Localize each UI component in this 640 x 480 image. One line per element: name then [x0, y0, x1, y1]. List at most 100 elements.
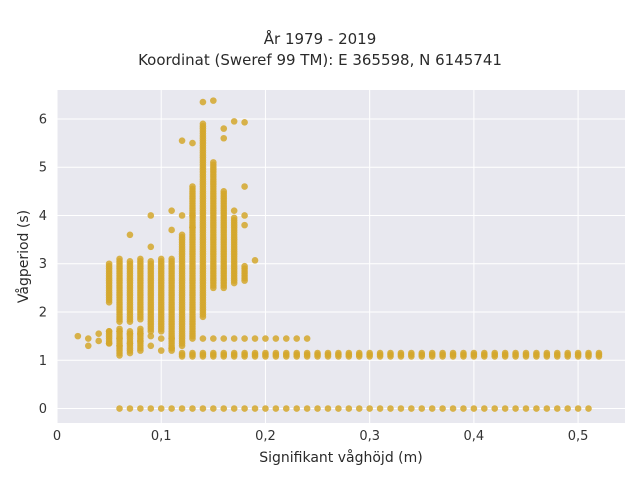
data-point: [178, 349, 186, 357]
data-point: [408, 405, 415, 412]
data-point: [126, 231, 134, 239]
plot-area: [57, 90, 625, 423]
data-point: [428, 349, 436, 357]
data-point: [314, 405, 321, 412]
data-point: [147, 332, 155, 340]
data-point: [522, 405, 530, 412]
data-point: [220, 125, 228, 132]
data-point: [491, 349, 499, 357]
data-point: [282, 335, 290, 342]
data-point: [137, 255, 144, 263]
data-point: [397, 349, 405, 357]
data-point: [168, 255, 175, 263]
y-tick-label: 5: [39, 161, 47, 176]
y-tick-label: 4: [39, 209, 47, 224]
data-point: [157, 347, 165, 354]
data-point: [168, 207, 175, 214]
data-point: [303, 349, 311, 357]
data-point: [324, 405, 332, 412]
data-point: [157, 255, 165, 263]
y-axis-label: Vågperiod (s): [15, 210, 32, 303]
y-tick-label: 0: [39, 402, 47, 417]
data-point: [251, 349, 259, 357]
data-point: [574, 349, 582, 357]
data-point: [481, 405, 488, 412]
data-point: [241, 405, 248, 412]
y-tick-label: 2: [39, 306, 47, 321]
data-point: [574, 405, 582, 412]
data-point: [74, 332, 82, 340]
data-point: [241, 262, 248, 270]
data-point: [189, 405, 196, 412]
data-point: [345, 405, 353, 412]
data-point: [157, 335, 165, 342]
data-point: [387, 349, 394, 357]
data-point: [272, 405, 280, 412]
data-point: [147, 212, 155, 219]
data-point: [178, 405, 186, 412]
data-point: [241, 119, 248, 126]
data-point: [439, 405, 446, 412]
data-point: [220, 134, 228, 142]
data-point: [220, 335, 228, 342]
data-point: [189, 349, 196, 357]
x-axis-label: Signifikant våghöjd (m): [259, 449, 422, 466]
data-point: [408, 349, 415, 357]
data-point: [199, 405, 207, 412]
data-point: [262, 335, 269, 342]
data-point: [137, 405, 144, 412]
data-point: [147, 405, 155, 412]
data-point: [137, 325, 144, 333]
data-point: [293, 335, 301, 342]
data-point: [585, 405, 592, 412]
data-point: [241, 349, 248, 357]
data-point: [126, 405, 134, 412]
data-point: [251, 257, 259, 264]
data-point: [355, 349, 363, 357]
data-point: [116, 255, 123, 263]
data-point: [418, 349, 426, 357]
data-point: [126, 258, 134, 265]
data-point: [460, 405, 467, 412]
data-point: [595, 349, 603, 357]
data-point: [105, 328, 113, 335]
data-point: [543, 405, 551, 412]
data-point: [157, 405, 165, 412]
data-point: [168, 226, 175, 234]
data-point: [178, 212, 186, 219]
data-point: [230, 335, 238, 342]
data-point: [241, 221, 248, 229]
data-point: [251, 405, 259, 412]
data-point: [481, 349, 488, 357]
data-point: [387, 405, 394, 412]
data-point: [345, 349, 353, 357]
data-point: [376, 405, 384, 412]
data-point: [199, 98, 207, 106]
data-point: [189, 139, 196, 147]
data-point: [230, 214, 238, 222]
data-point: [262, 349, 269, 357]
data-point: [355, 405, 363, 412]
data-point: [210, 335, 217, 342]
y-tick-label: 6: [39, 112, 47, 127]
x-tick-label: 0,1: [151, 429, 172, 444]
data-point: [272, 349, 280, 357]
data-point: [210, 97, 217, 104]
data-point: [397, 405, 405, 412]
data-point: [564, 349, 571, 357]
x-tick-label: 0,2: [255, 429, 276, 444]
data-point: [585, 349, 592, 357]
data-point: [210, 349, 217, 357]
data-point: [262, 405, 269, 412]
data-point: [105, 260, 113, 268]
data-point: [376, 349, 384, 357]
data-point: [522, 349, 530, 357]
data-point: [178, 231, 186, 239]
data-point: [230, 118, 238, 125]
x-axis-ticks: 0 0,1 0,2 0,3 0,4 0,5: [53, 429, 589, 444]
data-point: [470, 405, 478, 412]
data-point: [241, 212, 248, 219]
data-point: [95, 337, 102, 345]
data-point: [324, 349, 332, 357]
